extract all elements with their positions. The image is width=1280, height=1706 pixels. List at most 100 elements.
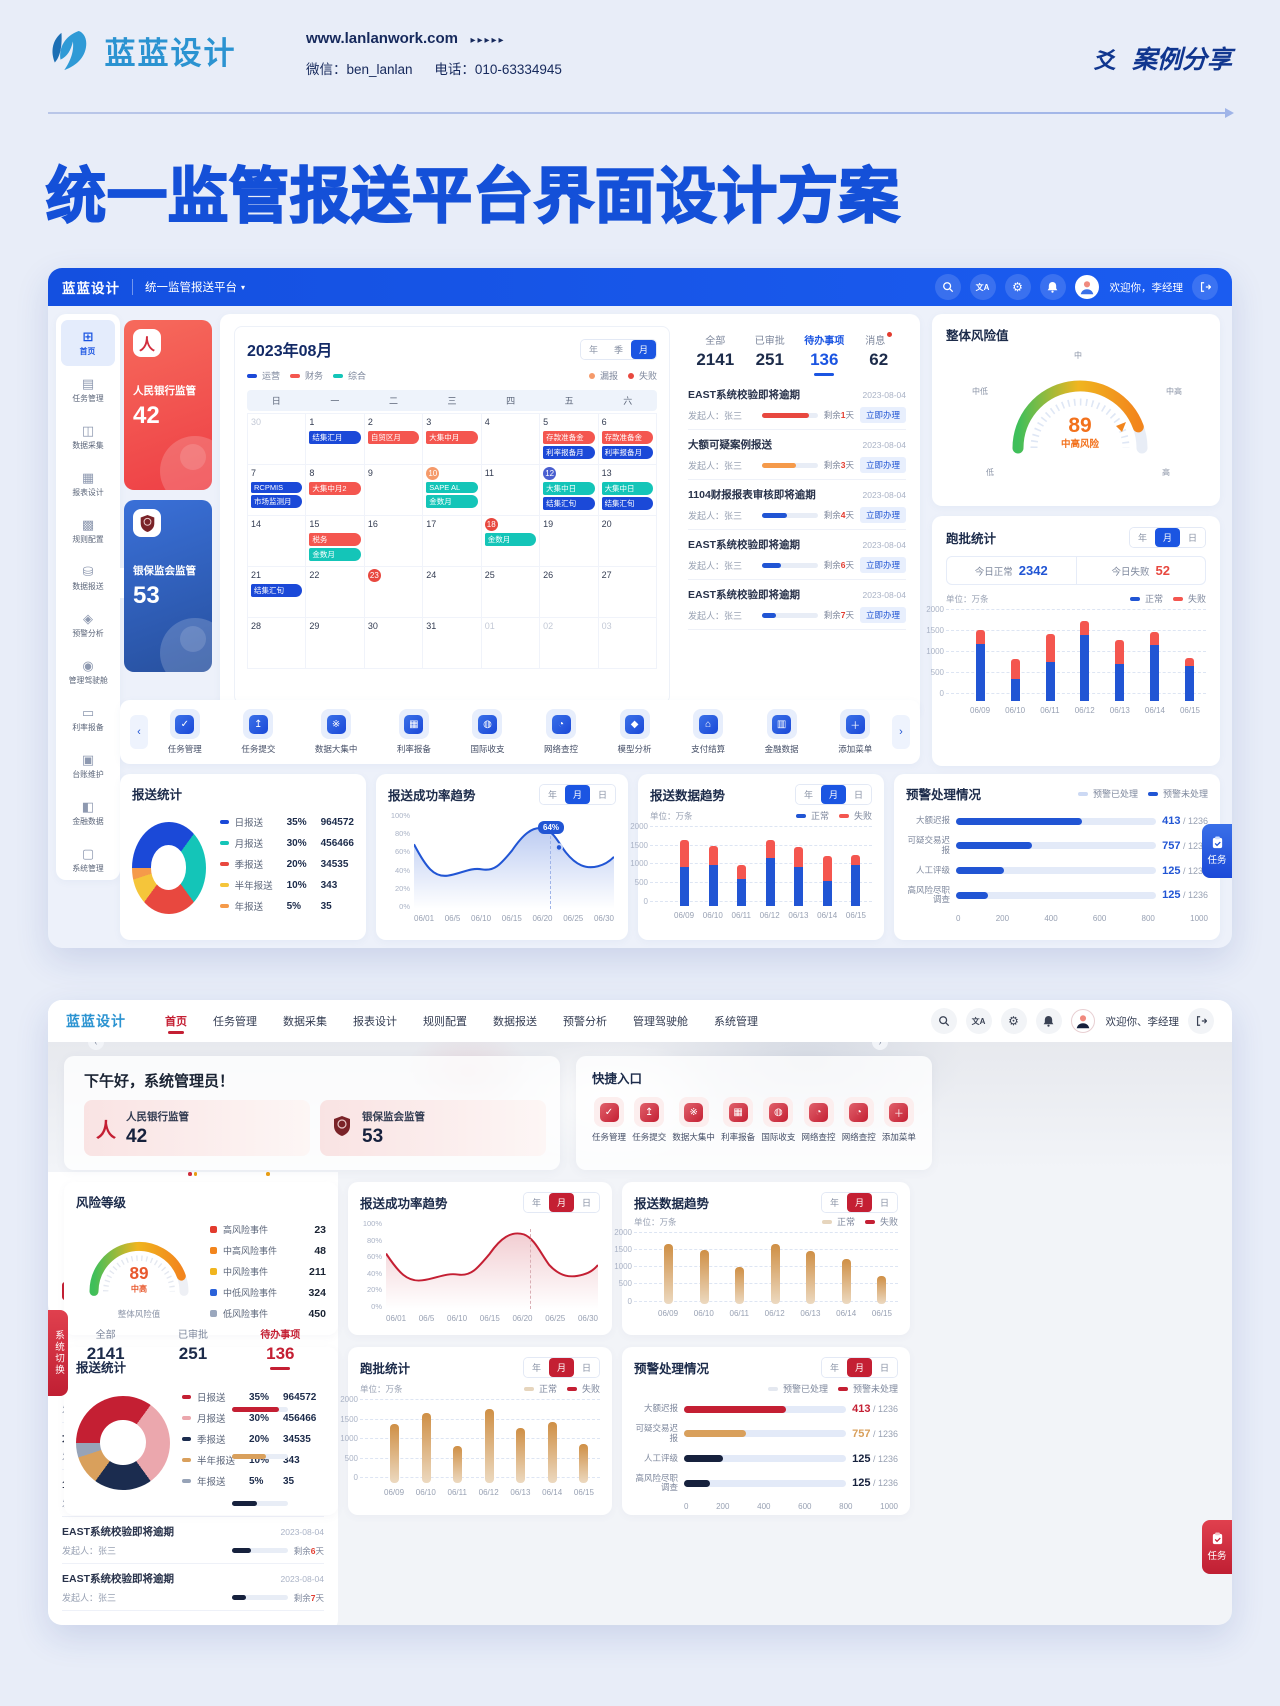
shortcut-item[interactable]: ◍ 国际收支: [470, 709, 504, 755]
gear-icon[interactable]: ⚙: [1004, 274, 1031, 300]
calendar-cell[interactable]: 21 结集汇旬: [248, 567, 307, 618]
task-item[interactable]: EAST系统校验即将逾期 2023-08-04 发起人：张三 剩余7天 立即办理: [688, 580, 906, 630]
task-action-button[interactable]: 立即办理: [859, 507, 906, 523]
calendar-event[interactable]: 税务: [309, 533, 361, 546]
sidebar-item[interactable]: ⊞ 首页: [61, 320, 115, 366]
calendar-cell[interactable]: 28: [248, 618, 307, 669]
quick-entry-item[interactable]: ◔ 网络查控: [842, 1097, 876, 1143]
range-tab[interactable]: 日: [573, 1358, 599, 1377]
calendar-event[interactable]: 自贸区月: [367, 431, 420, 444]
calendar-cell[interactable]: 31: [423, 618, 482, 669]
nav-item[interactable]: 数据报送: [493, 1016, 537, 1028]
nav-item[interactable]: 规则配置: [423, 1016, 467, 1028]
nav-item[interactable]: 管理驾驶舱: [633, 1016, 688, 1028]
calendar-cell[interactable]: 1 结集汇月: [306, 414, 365, 465]
calendar-cell[interactable]: 13 大集中日 结集汇旬: [598, 465, 657, 516]
sidebar-item[interactable]: ▣ 台账维护: [61, 743, 115, 789]
calendar-cell[interactable]: 24: [423, 567, 482, 618]
chevron-down-icon[interactable]: ▾: [241, 282, 246, 292]
range-tab[interactable]: 日: [871, 1358, 897, 1377]
range-tab[interactable]: 季: [605, 339, 631, 359]
calendar-cell[interactable]: 12 大集中日 结集汇旬: [540, 465, 599, 516]
quick-entry-item[interactable]: ＋ 添加菜单: [882, 1097, 916, 1143]
task-item[interactable]: EAST系统校验即将逾期 2023-08-04 发起人：张三 剩余1天 立即办理: [688, 380, 906, 430]
calendar-cell[interactable]: 3 大集中月: [423, 414, 482, 465]
language-icon[interactable]: 文A: [969, 274, 996, 300]
shortcut-item[interactable]: ▥ 金融数据: [765, 709, 799, 755]
range-tab[interactable]: 月: [548, 1193, 574, 1212]
sidebar-item[interactable]: ▤ 任务管理: [61, 367, 115, 413]
avatar[interactable]: [1074, 275, 1099, 299]
calendar-cell[interactable]: 01: [481, 618, 541, 669]
nav-item[interactable]: 系统管理: [714, 1016, 758, 1028]
task-action-button[interactable]: 立即办理: [859, 407, 906, 423]
calendar-cell[interactable]: 19: [540, 516, 599, 567]
range-tab[interactable]: 日: [573, 1193, 599, 1212]
range-tab[interactable]: 月: [564, 785, 590, 804]
task-float-button[interactable]: 任务: [1202, 824, 1232, 878]
search-icon[interactable]: [934, 274, 961, 300]
nav-item[interactable]: 首页: [165, 1000, 187, 1042]
calendar-cell[interactable]: 29: [306, 618, 365, 669]
shortcut-item[interactable]: ✓ 任务管理: [168, 709, 202, 755]
shortcut-item[interactable]: ↥ 任务提交: [241, 709, 275, 755]
range-tab[interactable]: 月: [548, 1358, 574, 1377]
task-item[interactable]: 大额可疑案例报送 2023-08-04 发起人：张三 剩余3天 立即办理: [688, 430, 906, 480]
quick-entry-item[interactable]: ▦ 利率报备: [721, 1097, 755, 1143]
range-tab[interactable]: 年: [821, 1193, 847, 1212]
calendar-cell[interactable]: 9: [364, 465, 424, 516]
task-float-button[interactable]: 任务: [1202, 1520, 1232, 1574]
calendar-event[interactable]: RCPMIS: [251, 482, 303, 493]
range-tab[interactable]: 日: [845, 785, 871, 804]
range-tab[interactable]: 月: [630, 339, 656, 359]
calendar-cell[interactable]: 27: [598, 567, 657, 618]
search-icon[interactable]: [930, 1008, 957, 1034]
calendar-event[interactable]: 结集汇旬: [601, 497, 653, 510]
calendar-event[interactable]: 利率报备月: [601, 446, 653, 459]
range-tab[interactable]: 年: [523, 1358, 549, 1377]
task-action-button[interactable]: 立即办理: [859, 557, 906, 573]
calendar-event[interactable]: 大集中日: [601, 482, 653, 495]
avatar[interactable]: [1070, 1009, 1095, 1033]
calendar-event[interactable]: 存款准备金: [543, 431, 595, 444]
gear-icon[interactable]: ⚙: [1000, 1008, 1027, 1034]
calendar-cell[interactable]: 8 大集中月2: [306, 465, 365, 516]
task-stat-tab[interactable]: 待办事项 136: [797, 332, 852, 370]
range-tab[interactable]: 年: [1129, 528, 1155, 547]
task-item[interactable]: EAST系统校验即将逾期 2023-08-04 发起人：张三 剩余6天: [62, 1517, 324, 1564]
calendar-event[interactable]: 大集中日: [543, 482, 595, 495]
sidebar-item[interactable]: ▩ 规则配置: [61, 508, 115, 554]
calendar-cell[interactable]: 5 存款准备金 利率报备月: [540, 414, 599, 465]
calendar-cell[interactable]: 02: [540, 618, 599, 669]
shortcut-item[interactable]: ※ 数据大集中: [315, 709, 357, 755]
supervision-card[interactable]: 人人民银行监管 42: [124, 320, 212, 490]
calendar-event[interactable]: 大集中月: [426, 431, 478, 444]
calendar-cell[interactable]: 18 金数月: [481, 516, 541, 567]
task-stat-tab[interactable]: 已审批 251: [149, 1326, 236, 1364]
sidebar-item[interactable]: ◈ 预警分析: [61, 602, 115, 648]
bell-icon[interactable]: [1039, 274, 1066, 300]
system-switch-ribbon[interactable]: 系统切换: [48, 1310, 68, 1396]
calendar-cell[interactable]: 6 存款准备金 利率报备月: [598, 414, 657, 465]
shortcut-item[interactable]: ＋ 添加菜单: [838, 709, 872, 755]
quick-entry-item[interactable]: ◍ 国际收支: [761, 1097, 795, 1143]
calendar-cell[interactable]: 03: [598, 618, 657, 669]
calendar-cell[interactable]: 30: [248, 414, 307, 465]
task-stat-tab[interactable]: 已审批 251: [743, 332, 798, 370]
task-stat-tab[interactable]: 待办事项 136: [237, 1326, 324, 1364]
calendar-cell[interactable]: 7 RCPMIS 市场监测月: [248, 465, 307, 516]
task-action-button[interactable]: 立即办理: [859, 607, 906, 623]
nav-item[interactable]: 报表设计: [353, 1016, 397, 1028]
calendar-cell[interactable]: 30: [364, 618, 424, 669]
d1-app-title[interactable]: 统一监管报送平台: [145, 282, 237, 294]
calendar-event[interactable]: 结集汇月: [309, 431, 361, 444]
range-tab[interactable]: 年: [523, 1193, 549, 1212]
logout-icon[interactable]: [1188, 1008, 1214, 1034]
calendar-event[interactable]: 大集中月2: [309, 482, 361, 495]
supervision-card[interactable]: 银保监会监管 53: [124, 500, 212, 672]
sidebar-item[interactable]: ▦ 报表设计: [61, 461, 115, 507]
task-stat-tab[interactable]: 消息 62: [852, 332, 907, 370]
calendar-event[interactable]: 结集汇旬: [251, 584, 303, 597]
nav-item[interactable]: 数据采集: [283, 1016, 327, 1028]
range-tab[interactable]: 日: [1179, 528, 1205, 547]
